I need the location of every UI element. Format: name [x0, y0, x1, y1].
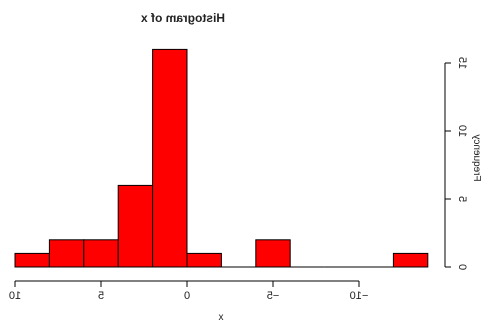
histogram-bar [152, 48, 188, 268]
bars-group [14, 48, 429, 268]
histogram-bar [14, 252, 50, 268]
y-tick-label: 0 [456, 264, 468, 270]
y-axis-label: Frequency [471, 134, 482, 181]
y-tick-label: 15 [456, 57, 468, 69]
x-tick-label: 10 [9, 290, 21, 302]
x-tick-label: −10 [350, 290, 369, 302]
x-tick-label: −5 [267, 290, 280, 302]
histogram-bar [48, 239, 85, 268]
x-tick-label: 0 [184, 290, 190, 302]
x-axis-label: x [219, 312, 224, 322]
x-axis: 10 5 0 −5 −10 [9, 280, 369, 302]
histogram-bar [83, 239, 119, 268]
histogram-bar [255, 239, 291, 268]
histogram-bar [392, 252, 429, 268]
y-tick-label: 5 [456, 196, 468, 202]
histogram-bar [186, 252, 222, 268]
chart-title: Histogram of x [141, 11, 225, 25]
y-tick-label: 10 [456, 125, 468, 137]
x-tick-label: 5 [98, 290, 104, 302]
y-axis: 0 5 10 15 [444, 57, 468, 270]
histogram-bar [117, 184, 154, 268]
